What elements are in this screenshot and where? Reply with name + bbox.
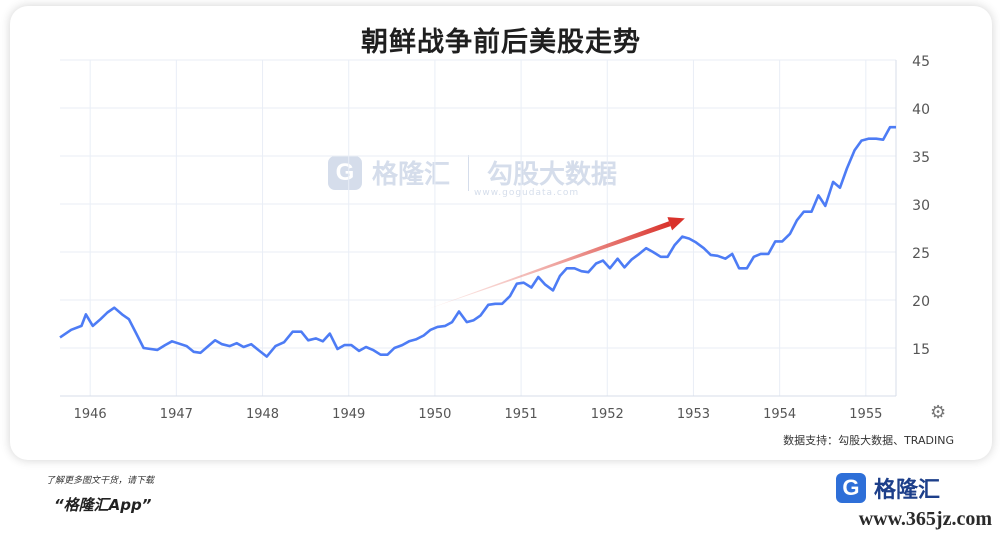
series-line [59,125,896,358]
watermark-partner: 勾股大数据 [487,160,618,190]
x-tick-label: 1954 [763,407,796,422]
x-tick-label: 1948 [246,407,279,422]
gear-icon[interactable]: ⚙ [930,402,947,423]
y-tick-label: 20 [912,294,930,310]
x-tick-label: 1951 [505,407,538,422]
chart-card: 朝鲜战争前后美股走势 G 格隆汇 勾股大数据 www.gogudata.com … [10,6,992,460]
footer-brand: G 格隆汇 [835,472,940,504]
x-tick-label: 1953 [677,407,710,422]
watermark-divider [468,154,470,191]
x-tick-label: 1950 [418,407,451,422]
data-source: 数据支持：勾股大数据、TRADING [783,434,954,447]
footer-app-name: “格隆汇App” [54,496,152,514]
y-tick-label: 35 [912,150,930,166]
x-tick-label: 1949 [332,407,365,422]
trend-arrow-head [667,217,685,231]
brand-name: 格隆汇 [873,478,940,503]
trend-arrow [426,217,685,310]
watermark-brand: 格隆汇 [372,160,451,190]
x-tick-label: 1955 [849,407,882,422]
y-tick-label: 45 [912,54,930,70]
x-tick-label: 1947 [160,407,193,422]
watermark-logo: G [328,155,362,190]
y-tick-label: 15 [912,342,930,358]
chart-title: 朝鲜战争前后美股走势 [361,27,641,58]
trend-arrow-shaft [426,221,671,310]
x-tick-label: 1952 [591,407,624,422]
watermark: G 格隆汇 勾股大数据 www.gogudata.com [328,154,618,198]
y-tick-label: 30 [912,198,930,214]
footer-download-text: 了解更多图文干货，请下载 [46,476,155,486]
x-tick-label: 1946 [74,407,107,422]
watermark-url: www.gogudata.com [474,188,580,198]
y-tick-label: 25 [912,246,930,262]
line-chart: 15 20 25 30 35 40 45 1946 1947 1948 1949 1950 1951 19… [59,54,930,422]
y-tick-label: 40 [912,102,930,118]
brand-logo-icon: G [835,473,866,503]
site-url: www.365jz.com [858,508,992,530]
